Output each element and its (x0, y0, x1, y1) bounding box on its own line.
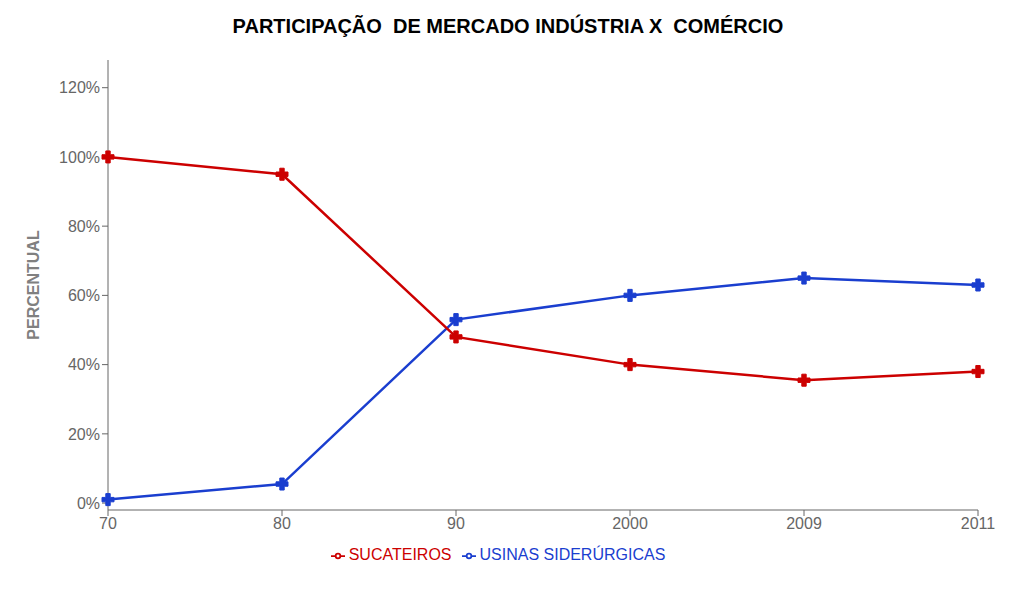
svg-text:PERCENTUAL: PERCENTUAL (25, 230, 42, 340)
svg-text:0%: 0% (77, 495, 100, 512)
svg-text:70: 70 (99, 515, 117, 532)
svg-text:120%: 120% (59, 79, 100, 96)
html-text:PARTICIPAÇÃO DE MERCADO INDÚST: PARTICIPAÇÃO DE MERCADO INDÚSTRIA X COMÉ… (232, 15, 784, 37)
html-text:USINAS SIDERÚRGICAS: USINAS SIDERÚRGICAS (479, 546, 666, 563)
svg-text:90: 90 (447, 515, 465, 532)
html-text:SUCATEIROS: SUCATEIROS (348, 546, 452, 563)
svg-text:80: 80 (273, 515, 291, 532)
svg-text:2000: 2000 (612, 515, 648, 532)
svg-text:60%: 60% (68, 287, 100, 304)
svg-text:2011: 2011 (961, 515, 996, 532)
svg-text:20%: 20% (68, 426, 100, 443)
svg-text:40%: 40% (68, 356, 100, 373)
svg-text:100%: 100% (59, 149, 100, 166)
svg-text:2009: 2009 (786, 515, 822, 532)
svg-text:80%: 80% (68, 218, 100, 235)
